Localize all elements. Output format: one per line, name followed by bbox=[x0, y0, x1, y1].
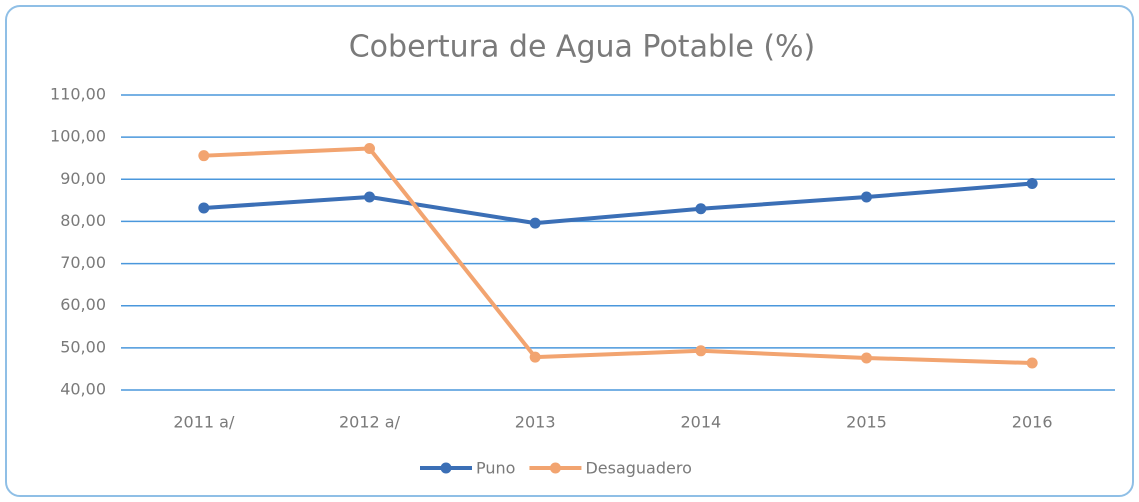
point bbox=[529, 217, 541, 229]
y-tick-label: 70,00 bbox=[60, 253, 106, 272]
point bbox=[1026, 178, 1038, 189]
y-tick-label: 90,00 bbox=[60, 169, 106, 188]
chart-border bbox=[5, 5, 1134, 497]
point bbox=[364, 143, 375, 155]
x-tick-label: 2015 bbox=[846, 413, 887, 432]
point bbox=[364, 191, 375, 203]
series-line bbox=[203, 181, 1033, 226]
legend-marker bbox=[549, 462, 561, 474]
point bbox=[1026, 357, 1038, 369]
x-tick-label: 2013 bbox=[515, 413, 556, 432]
legend-label: Puno bbox=[476, 459, 515, 478]
y-tick-label: 60,00 bbox=[60, 295, 106, 314]
y-tick-label: 80,00 bbox=[60, 211, 106, 230]
point bbox=[529, 351, 541, 363]
point bbox=[861, 191, 872, 203]
y-tick-label: 110,00 bbox=[50, 85, 106, 104]
y-tick-label: 50,00 bbox=[60, 337, 106, 356]
x-tick-label: 2012 a/ bbox=[339, 413, 401, 432]
legend-label: Desaguadero bbox=[585, 459, 691, 478]
x-tick-label: 2011 a/ bbox=[173, 413, 235, 432]
point bbox=[695, 345, 707, 357]
x-tick-label: 2014 bbox=[680, 413, 721, 432]
legend-marker bbox=[440, 462, 452, 474]
chart-title: Cobertura de Agua Potable (%) bbox=[349, 30, 816, 65]
x-tick-label: 2016 bbox=[1012, 413, 1053, 432]
y-tick-label: 40,00 bbox=[60, 380, 106, 399]
point bbox=[198, 150, 210, 162]
point bbox=[861, 352, 872, 364]
point bbox=[695, 203, 707, 215]
series-line bbox=[203, 146, 1033, 366]
y-tick-label: 100,00 bbox=[50, 127, 106, 146]
point bbox=[198, 202, 210, 214]
